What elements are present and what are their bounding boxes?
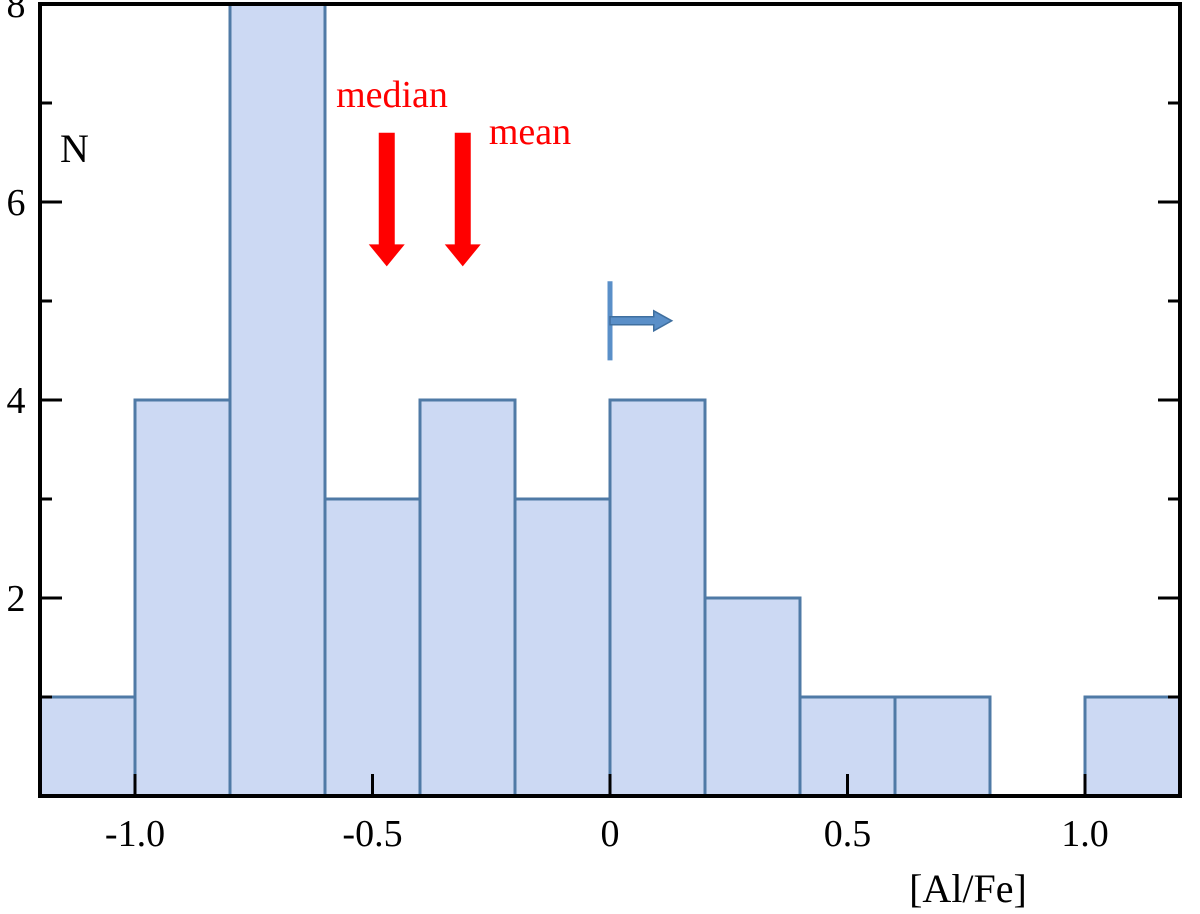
- y-tick-label-3: 8: [7, 0, 26, 26]
- histogram-bar-5: [513, 497, 612, 798]
- y-tick-label-0: 2: [7, 578, 26, 620]
- histogram-bar-4: [418, 398, 517, 798]
- x-tick-label-4: 1.0: [1061, 813, 1109, 855]
- x-tick-label-2: 0: [601, 813, 620, 855]
- chart-annotations: median mean: [336, 74, 674, 361]
- axis-ticks: [40, 2, 1180, 796]
- histogram-bar-2: [228, 2, 327, 798]
- x-tick-label-1: -0.5: [342, 813, 402, 855]
- median-arrow: [368, 132, 405, 267]
- mean-label: mean: [489, 111, 571, 153]
- mean-arrow: [444, 132, 481, 267]
- histogram-bar-1: [133, 398, 232, 798]
- y-axis-label: N: [60, 126, 89, 171]
- median-label: median: [336, 74, 448, 116]
- x-axis-label: [Al/Fe]: [909, 866, 1027, 911]
- y-tick-label-1: 4: [7, 380, 26, 422]
- histogram-bars: [38, 2, 1182, 798]
- histogram-bar-0: [38, 695, 137, 798]
- limit-marker-arrow: [609, 309, 674, 333]
- histogram-bar-9: [893, 695, 992, 798]
- axis-tick-labels: 2 4 6 8 -1.0 -0.5 0 0.5 1.0: [7, 0, 1109, 855]
- histogram-bar-3: [323, 497, 422, 798]
- x-tick-label-0: -1.0: [105, 813, 165, 855]
- x-tick-label-3: 0.5: [824, 813, 872, 855]
- y-tick-label-2: 6: [7, 182, 26, 224]
- histogram-bar-6: [608, 398, 707, 798]
- histogram-bar-11: [1083, 695, 1182, 798]
- histogram-bar-7: [703, 596, 802, 798]
